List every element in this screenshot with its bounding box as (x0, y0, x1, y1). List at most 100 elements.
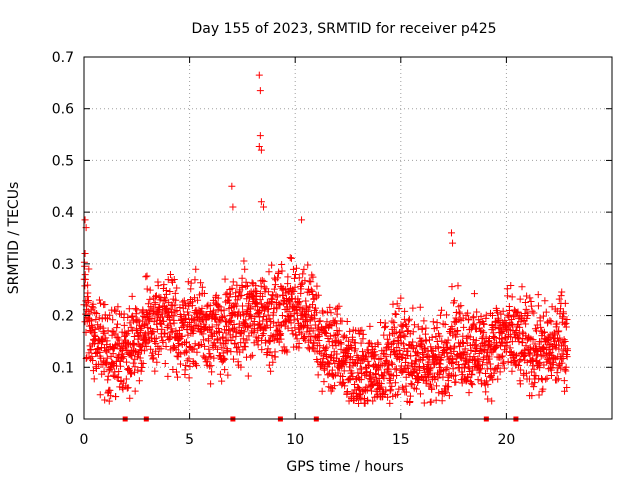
data-point (278, 311, 286, 319)
data-point (308, 343, 316, 351)
data-point (229, 278, 237, 286)
data-point (515, 361, 523, 369)
data-point (257, 146, 265, 154)
data-point (504, 292, 512, 300)
data-point (561, 299, 569, 307)
data-point (469, 321, 477, 329)
data-point (177, 350, 185, 358)
data-point (260, 203, 268, 211)
data-point (449, 359, 457, 367)
data-point (228, 182, 236, 190)
data-point (316, 348, 324, 356)
data-point (292, 331, 300, 339)
data-point (297, 280, 305, 288)
data-point (377, 354, 385, 362)
data-point (555, 327, 563, 335)
data-point (494, 309, 502, 317)
data-point (145, 315, 153, 323)
data-point (482, 377, 490, 385)
data-point (89, 304, 97, 312)
plot-frame (83, 56, 613, 420)
data-point (152, 334, 160, 342)
data-point (221, 355, 229, 363)
data-point (465, 389, 473, 397)
data-point (124, 327, 132, 335)
data-point (398, 383, 406, 391)
data-point (490, 332, 498, 340)
data-point (259, 292, 267, 300)
data-point (436, 332, 444, 340)
data-point (153, 358, 161, 366)
data-point (560, 342, 568, 350)
data-point (161, 360, 169, 368)
data-point (406, 392, 414, 400)
data-point (226, 290, 234, 298)
data-point (268, 261, 276, 269)
data-point (530, 383, 538, 391)
data-point (190, 327, 198, 335)
data-point (314, 371, 322, 379)
data-point (242, 316, 250, 324)
data-point (276, 301, 284, 309)
data-point (248, 351, 256, 359)
data-point (323, 343, 331, 351)
data-point (501, 334, 509, 342)
data-point (123, 358, 131, 366)
data-point (199, 330, 207, 338)
data-point (193, 348, 201, 356)
data-point (290, 310, 298, 318)
data-point (253, 287, 261, 295)
data-point (205, 345, 213, 353)
data-point (307, 333, 315, 341)
data-point (172, 296, 180, 304)
data-point (553, 320, 561, 328)
data-point (470, 320, 478, 328)
data-point (467, 379, 475, 387)
data-point (257, 198, 265, 206)
data-point (115, 367, 123, 375)
data-point (132, 305, 140, 313)
data-point (231, 339, 239, 347)
data-point (542, 308, 550, 316)
data-point (529, 336, 537, 344)
data-point (270, 336, 278, 344)
data-point (206, 302, 214, 310)
data-point (480, 320, 488, 328)
data-point (334, 330, 342, 338)
data-point (464, 363, 472, 371)
data-point (397, 294, 405, 302)
data-point (286, 254, 294, 262)
data-point (445, 392, 453, 400)
data-point (351, 345, 359, 353)
data-point (449, 239, 457, 247)
data-point (332, 320, 340, 328)
data-point (139, 341, 147, 349)
data-point (225, 317, 233, 325)
data-point (183, 348, 191, 356)
data-point (507, 282, 515, 290)
data-point (349, 373, 357, 381)
data-point (374, 340, 382, 348)
data-point (307, 278, 315, 286)
data-point (223, 346, 231, 354)
data-point (266, 337, 274, 345)
data-point (388, 359, 396, 367)
data-point (254, 341, 262, 349)
data-point (251, 325, 259, 333)
data-point (372, 351, 380, 359)
data-point (536, 358, 544, 366)
data-point (120, 321, 128, 329)
data-point (195, 309, 203, 317)
data-point (169, 365, 177, 373)
data-point (309, 291, 317, 299)
data-point (358, 370, 366, 378)
data-point (402, 354, 410, 362)
data-point (513, 309, 521, 317)
data-point (340, 332, 348, 340)
data-point (404, 347, 412, 355)
data-point (323, 352, 331, 360)
data-point (433, 337, 441, 345)
data-point (232, 344, 240, 352)
data-point (450, 297, 458, 305)
data-point (135, 350, 143, 358)
